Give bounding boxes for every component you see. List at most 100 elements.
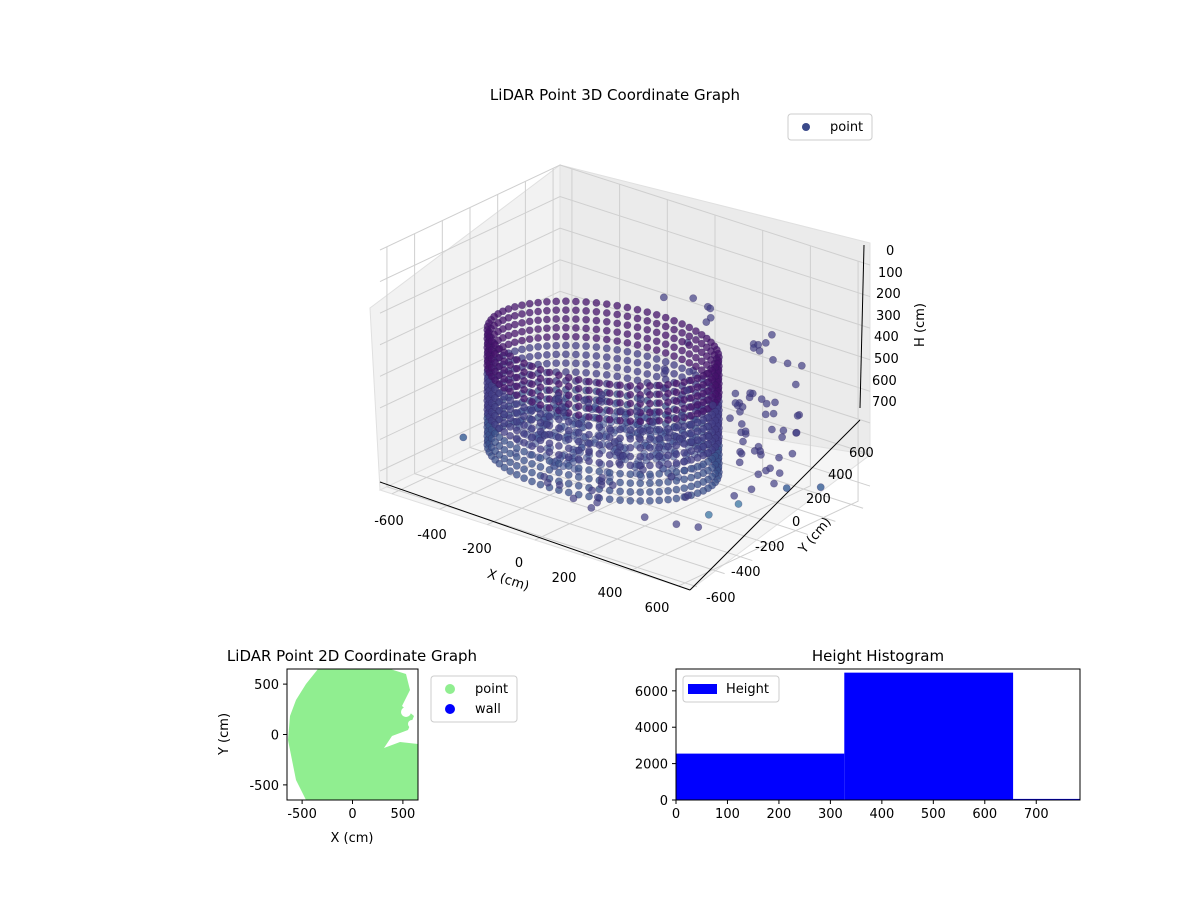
data-point bbox=[672, 494, 681, 503]
data-point bbox=[685, 332, 694, 341]
data-point bbox=[782, 484, 791, 492]
data-point bbox=[646, 426, 654, 434]
data-point bbox=[643, 316, 652, 325]
data-point bbox=[536, 480, 545, 489]
data-point bbox=[739, 437, 747, 446]
data-point bbox=[602, 326, 611, 335]
data-point bbox=[585, 386, 593, 395]
data-point bbox=[525, 308, 534, 317]
y-tick-label: -600 bbox=[706, 591, 736, 606]
data-point bbox=[512, 417, 521, 426]
x-tick-label: 500 bbox=[390, 807, 415, 822]
data-point bbox=[558, 402, 566, 411]
gridline bbox=[379, 196, 871, 298]
x-ticks-3d: -600 -400 -200 0 200 400 600 bbox=[374, 514, 669, 616]
data-point bbox=[534, 342, 542, 351]
data-point bbox=[562, 314, 570, 323]
data-point bbox=[636, 488, 645, 496]
data-point bbox=[616, 398, 624, 407]
data-point bbox=[687, 447, 696, 455]
data-point bbox=[569, 494, 578, 503]
data-point bbox=[741, 427, 750, 436]
data-point bbox=[689, 294, 698, 303]
data-point bbox=[632, 407, 641, 416]
legend-3d: point bbox=[787, 113, 873, 141]
data-point bbox=[580, 396, 588, 405]
data-point bbox=[768, 425, 776, 434]
data-point bbox=[730, 491, 739, 500]
data-point bbox=[564, 444, 573, 453]
data-point bbox=[528, 406, 536, 415]
data-point bbox=[761, 410, 770, 419]
data-point bbox=[518, 336, 526, 345]
x-axis-line bbox=[379, 481, 691, 591]
y-tick-label: -500 bbox=[249, 779, 279, 794]
data-point bbox=[572, 315, 580, 323]
data-point bbox=[693, 489, 702, 498]
data-point bbox=[779, 426, 788, 435]
data-point bbox=[564, 479, 573, 488]
data-point bbox=[582, 306, 590, 315]
data-point bbox=[615, 458, 623, 467]
data-point bbox=[574, 419, 583, 428]
data-point bbox=[685, 323, 694, 332]
x-tick-label: 700 bbox=[1024, 807, 1049, 822]
data-point bbox=[646, 470, 654, 479]
data-point bbox=[616, 478, 624, 487]
chart-3d: LiDAR Point 3D Coordinate Graph -600 -40… bbox=[369, 86, 928, 616]
legend-label-point: point bbox=[830, 120, 863, 135]
data-point bbox=[525, 317, 534, 326]
data-point bbox=[664, 442, 672, 451]
data-point bbox=[564, 426, 573, 435]
data-point bbox=[528, 433, 536, 442]
data-point bbox=[672, 441, 681, 450]
x-tick-label: 400 bbox=[598, 586, 623, 601]
x-tick-label: -600 bbox=[374, 514, 404, 529]
data-point bbox=[674, 421, 683, 430]
data-point bbox=[734, 500, 743, 508]
data-point bbox=[595, 432, 604, 441]
data-point bbox=[598, 473, 606, 482]
data-point bbox=[693, 427, 702, 436]
data-point bbox=[693, 480, 702, 489]
data-point bbox=[598, 390, 606, 399]
data-point bbox=[692, 335, 700, 344]
data-point bbox=[595, 441, 604, 449]
data-point bbox=[626, 487, 635, 496]
data-point bbox=[525, 343, 534, 352]
x-tick-label: 300 bbox=[818, 807, 843, 822]
data-point bbox=[626, 381, 635, 390]
data-point bbox=[582, 298, 590, 306]
data-point bbox=[528, 459, 536, 468]
data-point bbox=[731, 399, 740, 407]
data-point bbox=[512, 453, 521, 461]
histogram-bar bbox=[844, 672, 1014, 800]
y-tick-label: 0 bbox=[792, 515, 800, 530]
data-point bbox=[552, 350, 561, 359]
data-point bbox=[592, 298, 601, 307]
data-point bbox=[536, 462, 545, 471]
data-point bbox=[680, 457, 689, 466]
data-point bbox=[693, 445, 702, 453]
data-point bbox=[687, 482, 696, 491]
data-point bbox=[512, 364, 521, 373]
data-point bbox=[605, 380, 614, 389]
data-point bbox=[643, 334, 652, 343]
data-point bbox=[520, 474, 528, 483]
x-tick-label: 0 bbox=[348, 807, 356, 822]
data-point bbox=[500, 357, 509, 366]
data-point bbox=[495, 433, 504, 442]
data-point bbox=[592, 307, 601, 316]
data-point bbox=[574, 455, 583, 464]
data-point bbox=[646, 408, 654, 417]
legend-box bbox=[787, 113, 873, 141]
data-point bbox=[506, 396, 515, 405]
data-point bbox=[680, 484, 689, 493]
data-point bbox=[545, 439, 554, 448]
data-point bbox=[672, 468, 681, 476]
data-point bbox=[670, 343, 678, 352]
data-point bbox=[664, 451, 672, 460]
data-point bbox=[687, 429, 696, 438]
data-point bbox=[562, 332, 570, 341]
data-point bbox=[574, 481, 583, 490]
